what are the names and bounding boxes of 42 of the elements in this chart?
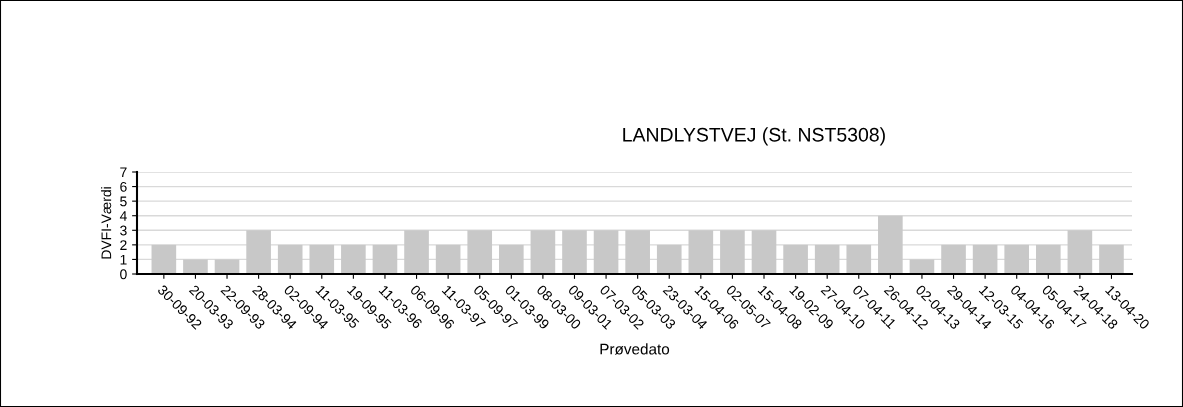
bar [1067,230,1093,274]
bar [1004,244,1030,274]
bar [878,215,903,274]
y-tick-label: 7 [120,167,127,178]
y-tick-label: 3 [120,225,127,236]
bar [341,244,366,274]
bar [530,230,556,274]
bar [435,244,461,274]
bar [277,244,303,274]
bar [309,244,335,274]
bar [720,230,745,274]
bar [972,244,998,274]
bar [562,230,587,274]
bar [941,244,966,274]
bar [751,230,777,274]
bar [1099,244,1124,274]
bar [625,230,650,274]
bar [404,230,429,274]
bar [688,230,714,274]
bar [214,259,240,274]
y-axis-title: DVFI-Værdi [101,187,112,259]
y-tick-label: 6 [120,181,127,192]
bar [909,259,935,274]
bar [498,244,524,274]
bar [593,230,619,274]
y-tick-label: 2 [120,240,127,250]
y-tick-label: 0 [120,269,127,280]
x-axis-title: Prøvedato [600,343,670,355]
bar [246,230,271,274]
y-tick-label: 4 [119,211,127,221]
bar [846,244,872,274]
bar [656,244,682,274]
bar [183,259,208,274]
bar [814,244,840,274]
bar [467,230,493,274]
bar [783,244,808,274]
y-tick-label: 1 [120,254,127,265]
chart-title: LANDLYSTVEJ (St. NST5308) [623,127,885,146]
bar [372,244,398,274]
bar [151,244,177,274]
y-tick-label: 5 [120,196,127,207]
bar [1035,244,1061,274]
